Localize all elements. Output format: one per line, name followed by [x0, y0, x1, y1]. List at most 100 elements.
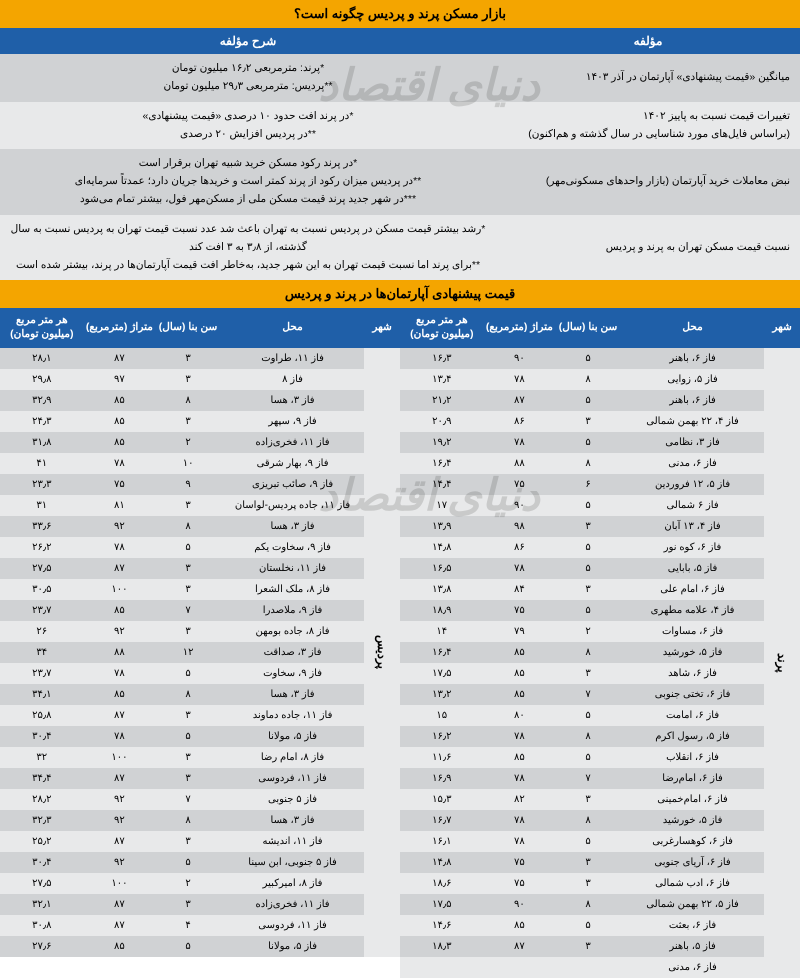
cell-loc: فاز ۱۱، فردوسی — [221, 915, 364, 936]
cell-area: ۸۵ — [84, 432, 156, 453]
cell-price: ۳۱٫۸ — [0, 432, 84, 453]
listings-right: شهر محل سن بنا (سال) متراژ (مترمربع) هر … — [400, 308, 800, 977]
cell-age: ۵ — [555, 537, 621, 558]
cell-price: ۱۶٫۴ — [400, 453, 484, 474]
cell-price: ۱۷ — [400, 495, 484, 516]
cell-price: ۱۶٫۱ — [400, 831, 484, 852]
cell-loc: فاز ۵، ۲۲ بهمن شمالی — [621, 894, 764, 915]
cell-loc: فاز ۶، ادب شمالی — [621, 873, 764, 894]
cell-loc: فاز ۶، مساوات — [621, 621, 764, 642]
price-header-area: متراژ (مترمربع) — [484, 308, 556, 347]
cell-price: ۳۲٫۹ — [0, 390, 84, 411]
summary-cell-factor: میانگین «قیمت پیشنهادی» آپارتمان در آذر … — [496, 54, 800, 102]
cell-loc: فاز ۱۱، نخلستان — [221, 558, 364, 579]
cell-price: ۴۱ — [0, 453, 84, 474]
cell-area: ۹۲ — [84, 810, 156, 831]
cell-price: ۲۶ — [0, 621, 84, 642]
cell-price: ۱۷٫۵ — [400, 894, 484, 915]
cell-loc: فاز ۴، علامه مطهری — [621, 600, 764, 621]
cell-area: ۷۸ — [484, 369, 556, 390]
cell-area: ۱۰۰ — [84, 579, 156, 600]
listings-left: شهر محل سن بنا (سال) متراژ (مترمربع) هر … — [0, 308, 400, 977]
cell-area: ۸۷ — [84, 348, 156, 369]
summary-cell-desc: *پرند: مترمربعی ۱۶٫۲ میلیون تومان**پردیس… — [0, 54, 496, 102]
cell-area: ۷۸ — [484, 558, 556, 579]
cell-area: ۸۷ — [84, 768, 156, 789]
cell-area: ۷۵ — [84, 474, 156, 495]
cell-price: ۲۴٫۳ — [0, 411, 84, 432]
cell-price: ۱۶٫۵ — [400, 558, 484, 579]
cell-age: ۵ — [155, 726, 221, 747]
cell-price: ۳۲ — [0, 747, 84, 768]
cell-loc: فاز ۶ شمالی — [621, 495, 764, 516]
cell-area: ۸۵ — [484, 684, 556, 705]
cell-age: ۳ — [155, 768, 221, 789]
cell-price: ۱۶٫۳ — [400, 348, 484, 369]
cell-price: ۲۵٫۸ — [0, 705, 84, 726]
cell-loc: فاز ۳، نظامی — [621, 432, 764, 453]
cell-loc: فاز ۶، امام‌رضا — [621, 768, 764, 789]
cell-loc: فاز ۳، صداقت — [221, 642, 364, 663]
cell-area: ۸۶ — [484, 537, 556, 558]
cell-age: ۵ — [555, 348, 621, 369]
cell-area: ۹۲ — [84, 516, 156, 537]
cell-area: ۱۰۰ — [84, 747, 156, 768]
cell-area: ۱۰۰ — [84, 873, 156, 894]
cell-area: ۸۵ — [84, 684, 156, 705]
cell-price: ۳۲٫۳ — [0, 810, 84, 831]
cell-loc: فاز ۹، سخاوت — [221, 663, 364, 684]
cell-age: ۳ — [555, 663, 621, 684]
cell-area: ۷۸ — [484, 432, 556, 453]
cell-loc: فاز ۵، مولانا — [221, 726, 364, 747]
cell-price: ۲۸٫۱ — [0, 348, 84, 369]
cell-age: ۵ — [555, 831, 621, 852]
cell-price: ۲۷٫۵ — [0, 873, 84, 894]
cell-age: ۷ — [555, 684, 621, 705]
cell-area: ۷۵ — [484, 873, 556, 894]
cell-loc: فاز ۳، هسا — [221, 516, 364, 537]
cell-area: ۹۲ — [84, 789, 156, 810]
summary-cell-factor: نسبت قیمت مسکن تهران به پرند و پردیس — [496, 215, 800, 281]
cell-area: ۷۸ — [484, 768, 556, 789]
cell-price — [400, 957, 484, 978]
cell-age: ۲ — [155, 432, 221, 453]
cell-age: ۸ — [155, 810, 221, 831]
cell-age: ۸ — [155, 516, 221, 537]
cell-area: ۷۵ — [484, 600, 556, 621]
cell-area: ۸۸ — [484, 453, 556, 474]
cell-age: ۳ — [155, 747, 221, 768]
cell-price: ۱۵ — [400, 705, 484, 726]
cell-age: ۳ — [555, 789, 621, 810]
price-header-city: شهر — [364, 308, 400, 347]
cell-age: ۸ — [555, 453, 621, 474]
cell-loc: فاز ۵، زوایی — [621, 369, 764, 390]
price-header-city: شهر — [764, 308, 800, 347]
cell-area: ۸۲ — [484, 789, 556, 810]
cell-loc: فاز ۹، سخاوت یکم — [221, 537, 364, 558]
cell-loc: فاز ۶، انقلاب — [621, 747, 764, 768]
cell-age: ۱۲ — [155, 642, 221, 663]
cell-loc: فاز ۶، تختی جنوبی — [621, 684, 764, 705]
cell-area: ۸۶ — [484, 411, 556, 432]
cell-area: ۸۵ — [84, 390, 156, 411]
cell-area: ۸۰ — [484, 705, 556, 726]
cell-loc: فاز ۵، بابایی — [621, 558, 764, 579]
cell-age: ۳ — [555, 411, 621, 432]
cell-loc: فاز ۸، ملک الشعرا — [221, 579, 364, 600]
price-header-age: سن بنا (سال) — [155, 308, 221, 347]
cell-area: ۸۴ — [484, 579, 556, 600]
cell-loc: فاز ۳، هسا — [221, 390, 364, 411]
cell-price: ۱۴٫۸ — [400, 852, 484, 873]
cell-age: ۷ — [155, 789, 221, 810]
cell-price: ۱۶٫۷ — [400, 810, 484, 831]
cell-loc: فاز ۹، سپهر — [221, 411, 364, 432]
summary-cell-desc: *در پرند افت حدود ۱۰ درصدی «قیمت پیشنهاد… — [0, 102, 496, 150]
cell-price: ۲۳٫۷ — [0, 600, 84, 621]
cell-age: ۸ — [155, 684, 221, 705]
cell-age: ۳ — [155, 705, 221, 726]
cell-loc: فاز ۶، امامت — [621, 705, 764, 726]
cell-age: ۸ — [555, 369, 621, 390]
cell-loc: فاز ۸ — [221, 369, 364, 390]
cell-price: ۱۴٫۴ — [400, 474, 484, 495]
cell-age: ۳ — [155, 558, 221, 579]
